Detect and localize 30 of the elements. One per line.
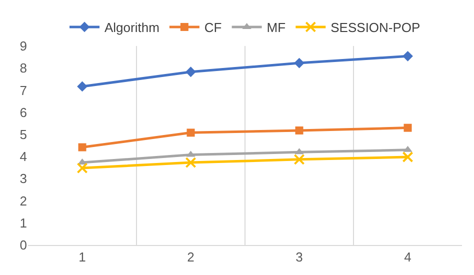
point: [76, 162, 88, 174]
legend-label: CF: [204, 20, 222, 36]
point: [186, 66, 196, 78]
y-tick-label: 0: [20, 238, 27, 253]
point: [404, 124, 412, 132]
x-tick-label: 2: [187, 250, 194, 265]
point: [78, 143, 86, 152]
point: [294, 58, 304, 68]
x-tick-label: 4: [404, 250, 412, 265]
point: [77, 81, 88, 92]
legend-label: Algorithm: [104, 20, 160, 36]
y-tick-label: 1: [20, 215, 27, 230]
y-tick-label: 4: [20, 149, 27, 164]
legend-label: SESSION-POP: [330, 20, 420, 36]
y-tick-label: 8: [20, 60, 27, 76]
point: [402, 50, 413, 62]
y-tick-label: 2: [20, 193, 27, 208]
point: [185, 157, 196, 168]
point: [402, 152, 414, 162]
y-tick-label: 7: [20, 82, 27, 98]
point: [186, 128, 195, 137]
y-tick-label: 6: [20, 104, 27, 120]
point: [294, 154, 305, 165]
x-tick-label: 3: [296, 250, 303, 265]
x-tick-label: 1: [78, 250, 86, 265]
point: [295, 126, 304, 134]
y-tick-label: 9: [20, 38, 27, 54]
y-tick-label: 3: [20, 171, 27, 186]
legend-label: MF: [266, 20, 286, 36]
y-tick-label: 5: [20, 126, 27, 142]
